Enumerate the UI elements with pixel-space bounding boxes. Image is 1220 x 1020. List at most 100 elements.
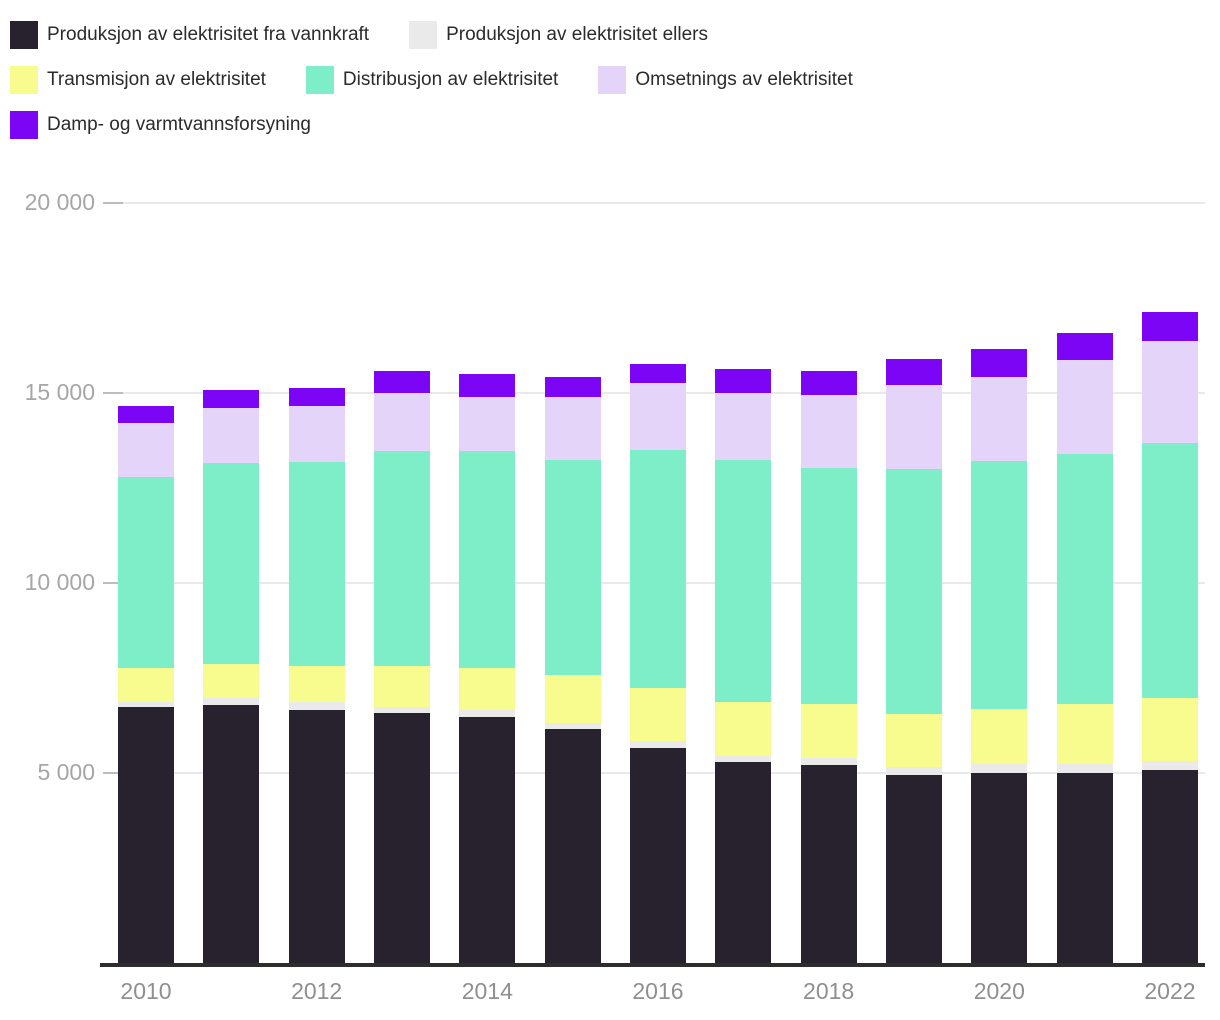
bar-2011-segment-damp-[interactable] (203, 389, 260, 409)
legend-item-damp[interactable]: Damp- og varmtvannsforsyning (10, 111, 311, 139)
bar-2015-segment-produksjon[interactable] (544, 728, 601, 963)
bar-2018-segment-transmisjon[interactable] (800, 703, 857, 758)
bar-2018-segment-omsetnings[interactable] (800, 394, 857, 469)
bar-2020-segment-damp-[interactable] (971, 349, 1028, 378)
bar-2014-segment-transmisjon[interactable] (459, 668, 516, 710)
bar-2016[interactable] (629, 363, 686, 963)
bar-2019-segment-produksjon[interactable] (885, 774, 942, 963)
bar-2017-segment-produksjon[interactable] (715, 755, 772, 762)
x-axis-line (100, 963, 1205, 967)
bar-2018-segment-damp-[interactable] (800, 370, 857, 395)
bar-2012-segment-distribusjon[interactable] (288, 462, 345, 666)
bar-2011-segment-produksjon[interactable] (203, 697, 260, 705)
bar-2014-segment-distribusjon[interactable] (459, 451, 516, 669)
bar-2021-segment-distribusjon[interactable] (1056, 453, 1113, 705)
bar-2011-segment-transmisjon[interactable] (203, 663, 260, 698)
bar-2012-segment-damp-[interactable] (288, 387, 345, 406)
bar-2010-segment-omsetnings[interactable] (118, 422, 174, 477)
bar-2021-segment-transmisjon[interactable] (1056, 704, 1113, 765)
bar-2019-segment-omsetnings[interactable] (885, 384, 942, 470)
bar-2011-segment-distribusjon[interactable] (203, 462, 260, 664)
bar-2014-segment-produksjon[interactable] (459, 709, 516, 717)
bar-2021-segment-omsetnings[interactable] (1056, 360, 1113, 454)
bar-2013-segment-transmisjon[interactable] (373, 665, 430, 707)
bar-2018-segment-distribusjon[interactable] (800, 468, 857, 704)
bar-2021-segment-produksjon[interactable] (1056, 764, 1113, 773)
bar-2020-segment-transmisjon[interactable] (971, 708, 1028, 764)
bar-2018-segment-produksjon[interactable] (800, 764, 857, 963)
bar-2019-segment-distribusjon[interactable] (885, 469, 942, 715)
bar-2022-segment-transmisjon[interactable] (1141, 698, 1198, 761)
bar-2015-segment-produksjon[interactable] (544, 722, 601, 729)
bar-2010-segment-produksjon[interactable] (118, 707, 174, 963)
legend-item-omsetning[interactable]: Omsetnings av elektrisitet (598, 66, 853, 94)
bar-2010-segment-damp-[interactable] (118, 405, 174, 423)
bar-2013[interactable] (373, 370, 430, 963)
y-axis-label-10000: 10 000 (24, 569, 95, 595)
bar-2022[interactable] (1141, 312, 1198, 963)
bar-2021[interactable] (1056, 332, 1113, 963)
bar-2022-segment-produksjon[interactable] (1141, 760, 1198, 770)
bar-2014[interactable] (459, 374, 516, 963)
bar-2012-segment-produksjon[interactable] (288, 702, 345, 711)
bar-2012-segment-transmisjon[interactable] (288, 665, 345, 703)
bar-2022-segment-omsetnings[interactable] (1141, 341, 1198, 443)
bar-2010-segment-produksjon[interactable] (118, 701, 174, 708)
bar-2022-segment-damp-[interactable] (1141, 312, 1198, 342)
legend-item-distribusjon[interactable]: Distribusjon av elektrisitet (305, 66, 558, 94)
bar-2012-segment-produksjon[interactable] (288, 710, 345, 963)
bar-2015-segment-omsetnings[interactable] (544, 396, 601, 460)
legend-item-ellers[interactable]: Produksjon av elektrisitet ellers (409, 21, 708, 49)
bar-2018[interactable] (800, 370, 857, 963)
bar-2017-segment-produksjon[interactable] (715, 761, 772, 963)
bar-2013-segment-damp-[interactable] (373, 370, 430, 393)
bar-2019-segment-damp-[interactable] (885, 358, 942, 385)
bar-2015-segment-transmisjon[interactable] (544, 674, 601, 723)
bar-2010-segment-distribusjon[interactable] (118, 477, 174, 668)
bar-2010-segment-transmisjon[interactable] (118, 667, 174, 702)
bar-2016-segment-damp-[interactable] (629, 363, 686, 384)
bar-2020-segment-omsetnings[interactable] (971, 377, 1028, 462)
bar-2019-segment-transmisjon[interactable] (885, 714, 942, 767)
bar-2014-segment-damp-[interactable] (459, 374, 516, 397)
bar-2017-segment-damp-[interactable] (715, 369, 772, 394)
bar-2012-segment-omsetnings[interactable] (288, 405, 345, 463)
legend-label-omsetning: Omsetnings av elektrisitet (635, 69, 853, 90)
bar-2014-segment-omsetnings[interactable] (459, 396, 516, 452)
legend-item-transmisjon[interactable]: Transmisjon av elektrisitet (10, 66, 266, 94)
bar-2016-segment-omsetnings[interactable] (629, 383, 686, 451)
bar-2017-segment-transmisjon[interactable] (715, 701, 772, 756)
bar-2017[interactable] (715, 369, 772, 963)
bar-2011-segment-omsetnings[interactable] (203, 408, 260, 463)
bar-2019-segment-produksjon[interactable] (885, 766, 942, 775)
bar-2013-segment-distribusjon[interactable] (373, 451, 430, 666)
bar-2021-segment-damp-[interactable] (1056, 332, 1113, 361)
bar-2017-segment-omsetnings[interactable] (715, 393, 772, 460)
bar-2019[interactable] (885, 358, 942, 963)
bar-2011-segment-produksjon[interactable] (203, 704, 260, 963)
bar-2021-segment-produksjon[interactable] (1056, 772, 1113, 963)
bar-2017-segment-distribusjon[interactable] (715, 459, 772, 702)
bar-2015-segment-distribusjon[interactable] (544, 459, 601, 675)
bar-2016-segment-distribusjon[interactable] (629, 450, 686, 689)
bar-2022-segment-distribusjon[interactable] (1141, 442, 1198, 699)
bar-2018-segment-produksjon[interactable] (800, 757, 857, 765)
bar-2016-segment-transmisjon[interactable] (629, 688, 686, 741)
bar-2020[interactable] (971, 349, 1028, 963)
bar-2020-segment-distribusjon[interactable] (971, 461, 1028, 709)
bar-2013-segment-produksjon[interactable] (373, 712, 430, 963)
legend-item-vannkraft[interactable]: Produksjon av elektrisitet fra vannkraft (10, 21, 369, 49)
bar-2014-segment-produksjon[interactable] (459, 716, 516, 963)
bar-2012[interactable] (288, 387, 345, 963)
bar-2020-segment-produksjon[interactable] (971, 772, 1028, 963)
bar-2022-segment-produksjon[interactable] (1141, 769, 1198, 963)
bar-2016-segment-produksjon[interactable] (629, 740, 686, 748)
bar-2020-segment-produksjon[interactable] (971, 763, 1028, 773)
bar-2013-segment-omsetnings[interactable] (373, 392, 430, 452)
bar-2015-segment-damp-[interactable] (544, 377, 601, 397)
bar-2016-segment-produksjon[interactable] (629, 747, 686, 963)
bar-2013-segment-produksjon[interactable] (373, 706, 430, 713)
bar-2011[interactable] (203, 389, 260, 963)
bar-2010[interactable] (118, 405, 174, 963)
bar-2015[interactable] (544, 377, 601, 963)
